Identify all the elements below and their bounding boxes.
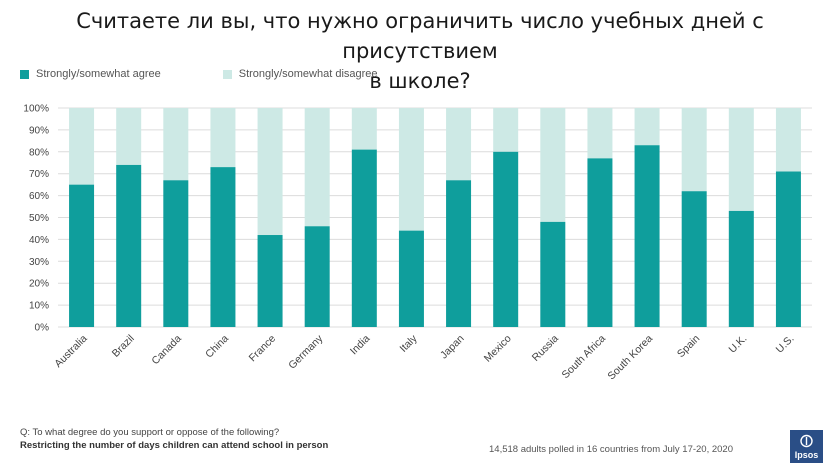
x-tick-label: India [348,333,373,358]
bar-disagree [398,108,424,231]
y-tick-label: 70% [29,169,49,180]
y-tick-label: 50% [29,213,49,224]
legend-label-disagree: Strongly/somewhat disagree [238,68,378,80]
chart-title-line-1: Считаете ли вы, что нужно ограничить чис… [76,9,764,63]
ipsos-logo-text: Ipsos [794,450,819,460]
y-tick-label: 100% [23,104,49,115]
bar-agree [493,151,519,327]
x-tick-label: U.K. [727,333,750,356]
poll-note: 14,518 adults polled in 16 countries fro… [489,444,733,455]
bar-disagree [587,108,613,159]
bar-agree [116,164,142,327]
bar-disagree [493,108,519,152]
y-tick-label: 60% [29,191,49,202]
chart-title-line-2: в школе? [369,69,471,93]
bar-agree [446,180,472,327]
bar-agree [257,235,283,327]
y-tick-label: 80% [29,147,49,158]
bar-disagree [69,108,95,185]
y-tick-label: 90% [29,125,49,136]
x-tick-label: France [247,333,279,365]
bar-agree [540,221,566,327]
legend: Strongly/somewhat agree Strongly/somewha… [20,68,440,80]
x-tick-label: China [203,333,231,361]
ipsos-logo: Ipsos [790,430,823,463]
question-label: Q: [20,427,31,438]
bar-disagree [210,108,236,168]
y-tick-label: 0% [35,323,50,334]
bar-disagree [304,108,330,227]
bar-agree [587,158,613,327]
bar-agree [210,167,236,327]
legend-label-agree: Strongly/somewhat agree [36,68,161,80]
bar-agree [69,184,95,327]
x-tick-label: Russia [530,333,561,364]
bar-disagree [116,108,142,165]
bar-agree [304,226,330,327]
chart-title: Считаете ли вы, что нужно ограничить чис… [0,6,840,96]
x-tick-label: U.S. [774,333,797,356]
bar-disagree [681,108,707,192]
bar-disagree [257,108,283,236]
x-tick-label: South Africa [560,333,609,382]
bar-disagree [163,108,189,181]
x-tick-label: South Korea [605,333,655,383]
x-tick-label: Mexico [482,333,514,365]
x-tick-label: Brazil [110,333,137,360]
x-tick-label: Canada [149,333,184,368]
x-tick-label: Japan [438,333,467,362]
ipsos-logo-mark-icon [800,434,813,448]
bar-agree [634,145,660,327]
x-tick-label: Spain [675,333,703,361]
question-statement: Restricting the number of days children … [20,440,329,451]
x-tick-label: Italy [397,332,420,355]
y-tick-label: 20% [29,279,49,290]
bar-disagree [728,108,754,211]
x-tick-label: Australia [52,333,89,370]
bar-disagree [446,108,472,181]
bar-agree [398,230,424,327]
footer-question: Q: To what degree do you support or oppo… [20,426,328,452]
legend-item-agree: Strongly/somewhat agree [20,68,161,80]
stacked-bar-chart: 0% 10% 20% 30% 40% 50% 60% 70% 80% 90% 100% Austral… [23,104,812,383]
legend-item-disagree: Strongly/somewhat disagree [222,68,378,80]
bar-agree [681,191,707,327]
bar-disagree [634,108,660,146]
bar-agree [351,149,377,327]
bar-disagree [775,108,801,172]
legend-swatch-disagree [222,69,232,79]
bar-agree [163,180,189,327]
bar-disagree [540,108,566,222]
y-tick-label: 30% [29,257,49,268]
bar-agree [775,171,801,327]
x-tick-label: Germany [286,332,326,372]
bar-disagree [351,108,377,150]
bar-agree [728,210,754,327]
y-tick-label: 40% [29,235,49,246]
y-tick-label: 10% [29,301,49,312]
legend-swatch-agree [20,69,29,79]
question-text: To what degree do you support or oppose … [32,427,280,438]
